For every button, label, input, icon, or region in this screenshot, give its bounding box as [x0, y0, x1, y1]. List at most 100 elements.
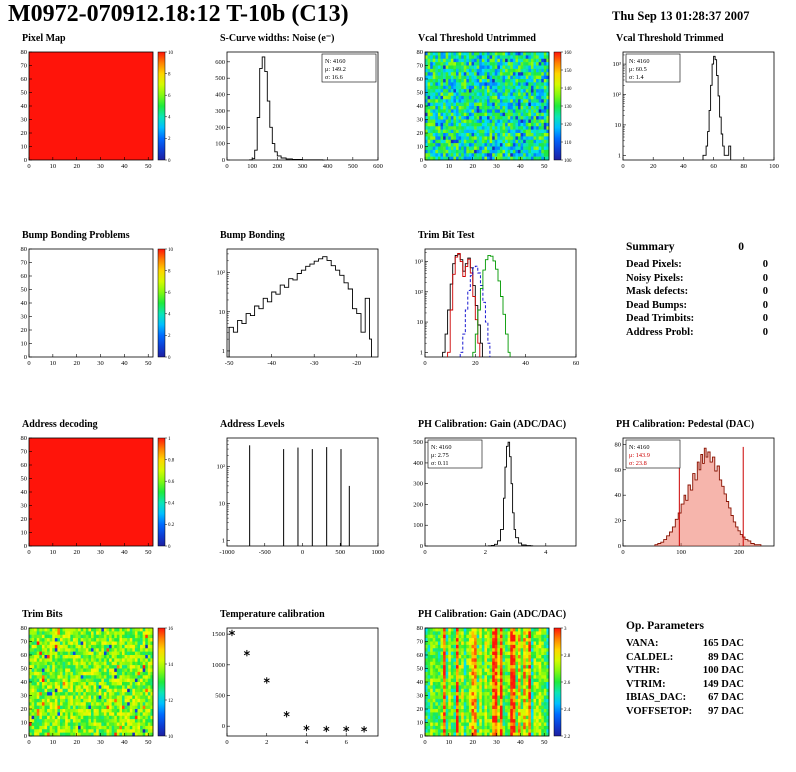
panel-bump-bonding: Bump Bonding -50 -40 -30 -20 1 10 10² [200, 227, 398, 416]
svg-text:200: 200 [215, 124, 225, 131]
address-decoding-chart: 0 0.2 0.4 0.6 0.8 1 0 10 20 30 40 50 0 10 20 30 40 50 60 70… [2, 431, 200, 571]
svg-text:30: 30 [417, 117, 424, 124]
svg-text:60: 60 [21, 76, 28, 83]
svg-text:0: 0 [24, 543, 27, 550]
svg-text:0: 0 [27, 739, 30, 746]
svg-text:10: 10 [219, 500, 226, 507]
svg-text:σ: 0.11: σ: 0.11 [431, 460, 449, 467]
svg-text:0: 0 [225, 163, 228, 170]
plot-title: Trim Bit Test [418, 230, 475, 241]
panel-pixel-map: Pixel Map 0 2 4 6 8 10 0 10 20 30 40 50 0 10 20 30 40 50 6… [2, 30, 200, 227]
svg-text:40: 40 [615, 492, 622, 499]
svg-text:10: 10 [168, 248, 174, 253]
svg-text:10: 10 [21, 530, 28, 537]
pixel-map-chart: 0 2 4 6 8 10 0 10 20 30 40 50 0 10 20 30 40 50 60 70 80 [2, 45, 200, 185]
svg-text:50: 50 [417, 90, 424, 97]
svg-text:80: 80 [21, 435, 28, 442]
svg-text:μ: 60.5: μ: 60.5 [629, 66, 647, 73]
svg-text:20: 20 [73, 360, 80, 367]
svg-text:30: 30 [97, 549, 104, 556]
svg-text:14: 14 [168, 663, 174, 668]
svg-text:10: 10 [446, 163, 453, 170]
svg-text:300: 300 [413, 481, 423, 488]
svg-text:1: 1 [222, 537, 225, 544]
svg-text:70: 70 [21, 63, 28, 70]
svg-text:50: 50 [21, 90, 28, 97]
svg-text:1000: 1000 [372, 549, 385, 556]
svg-text:160: 160 [564, 51, 572, 56]
svg-text:40: 40 [121, 739, 128, 746]
svg-text:30: 30 [21, 693, 28, 700]
trim-bit-test-chart: 0 20 40 60 1 10 10² 10³ [398, 242, 596, 382]
svg-text:600: 600 [215, 59, 225, 66]
summary-row-value: 0 [762, 286, 768, 297]
svg-text:10: 10 [417, 144, 424, 151]
plot-title: Address decoding [22, 419, 98, 430]
svg-text:4: 4 [168, 313, 171, 318]
svg-text:0: 0 [24, 354, 27, 361]
svg-text:80: 80 [615, 441, 622, 448]
svg-text:0: 0 [423, 360, 426, 367]
svg-text:0: 0 [24, 157, 27, 164]
svg-text:500: 500 [413, 439, 423, 446]
summary-row-label: Dead Trimbits: [626, 313, 695, 324]
plot-title: Address Levels [220, 419, 285, 430]
svg-text:20: 20 [417, 130, 424, 137]
svg-text:50: 50 [21, 666, 28, 673]
op-parameter-row: IBIAS_DAC: 67 DAC [626, 691, 744, 705]
panel-trim-bit-test: Trim Bit Test 0 20 40 60 1 10 10² 10³ [398, 227, 596, 416]
svg-text:200: 200 [272, 163, 282, 170]
svg-text:10³: 10³ [415, 259, 424, 266]
svg-text:0.2: 0.2 [168, 523, 175, 528]
svg-text:0: 0 [24, 733, 27, 740]
svg-text:20: 20 [21, 130, 28, 137]
summary-row-label: Noisy Pixels: [626, 272, 684, 284]
op-parameter-value: 67 DAC [708, 692, 744, 703]
svg-text:6: 6 [168, 291, 171, 296]
plot-title: Vcal Threshold Untrimmed [418, 33, 536, 44]
svg-text:0: 0 [27, 549, 30, 556]
panel-vcal-trimmed: Vcal Threshold Trimmed 0 20 40 60 80 100 1 10 10… [596, 30, 794, 227]
svg-text:40: 40 [517, 163, 524, 170]
svg-text:30: 30 [493, 163, 500, 170]
svg-text:0: 0 [621, 163, 624, 170]
plot-grid: Pixel Map 0 2 4 6 8 10 0 10 20 30 40 50 0 10 20 30 40 50 6… [2, 30, 794, 756]
address-levels-chart: -1000 -500 0 500 1000 1 10 10² [200, 431, 398, 571]
vcal-trimmed-chart: 0 20 40 60 80 100 1 10 10² 10³ N: 4160 μ: 60.5 σ: 1.… [596, 45, 794, 185]
svg-text:100: 100 [676, 549, 686, 556]
svg-text:500: 500 [348, 163, 358, 170]
svg-text:120: 120 [564, 123, 572, 128]
op-parameter-row: VOFFSETOP: 97 DAC [626, 705, 744, 719]
summary-row: Dead Pixels: 0 [626, 258, 768, 272]
op-parameter-label: VTRIM: [626, 678, 666, 690]
svg-text:40: 40 [680, 163, 687, 170]
svg-text:4: 4 [544, 549, 548, 556]
svg-text:-30: -30 [310, 360, 319, 367]
svg-text:400: 400 [413, 460, 423, 467]
svg-text:16: 16 [168, 627, 174, 632]
op-parameter-label: IBIAS_DAC: [626, 692, 687, 703]
svg-text:80: 80 [21, 625, 28, 632]
bump-bonding-chart: -50 -40 -30 -20 1 10 10² [200, 242, 398, 382]
trim-bits-map-chart: 10 12 14 16 0 10 20 30 40 50 0 10 20 30 40 50 60 70 80 [2, 621, 200, 761]
panel-address-decoding: Address decoding 0 0.2 0.4 0.6 0.8 1 0 10 20 30 40… [2, 416, 200, 606]
svg-text:50: 50 [145, 163, 152, 170]
svg-text:N: 4160: N: 4160 [431, 444, 451, 451]
plot-title: Bump Bonding [220, 230, 285, 241]
svg-text:60: 60 [21, 652, 28, 659]
svg-text:130: 130 [564, 105, 572, 110]
svg-text:0: 0 [222, 723, 225, 730]
svg-text:60: 60 [710, 163, 717, 170]
summary-heading-row: Summary 0 [626, 241, 744, 253]
svg-text:-1000: -1000 [219, 549, 234, 556]
summary-row: Address Probl: 0 [626, 326, 768, 340]
svg-text:-500: -500 [259, 549, 271, 556]
plot-title: PH Calibration: Gain (ADC/DAC) [418, 419, 567, 430]
svg-text:40: 40 [121, 163, 128, 170]
ph-pedestal-chart: 0 100 200 0 20 40 60 80 N: 4160 μ: 143.9 σ: 23.8 [596, 431, 794, 571]
svg-text:50: 50 [145, 360, 152, 367]
svg-text:0: 0 [222, 157, 225, 164]
svg-text:400: 400 [215, 92, 225, 99]
temperature-calibration-chart: 0 2 4 6 0 500 1000 1500 [200, 621, 398, 761]
svg-text:20: 20 [469, 163, 476, 170]
